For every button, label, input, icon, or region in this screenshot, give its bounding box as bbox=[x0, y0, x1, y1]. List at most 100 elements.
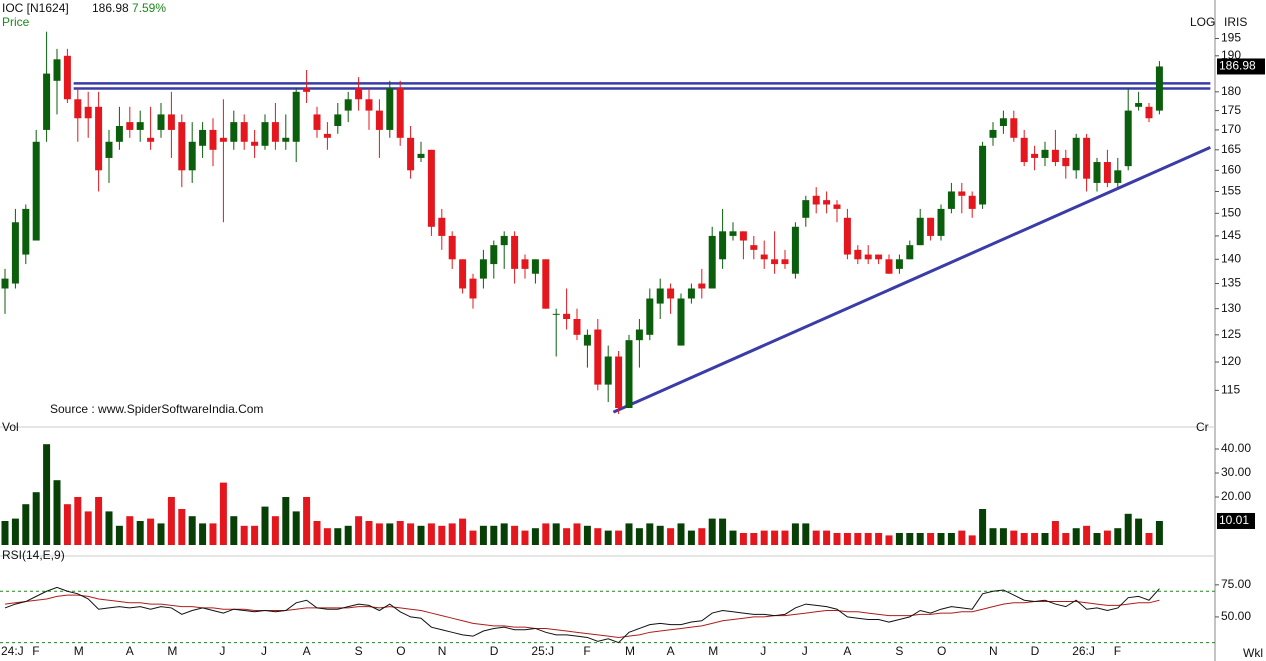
candle-body bbox=[1093, 162, 1101, 183]
candle-body bbox=[875, 254, 883, 260]
volume-bar bbox=[240, 525, 248, 545]
volume-bar bbox=[635, 528, 643, 545]
volume-bar bbox=[979, 509, 987, 545]
volume-bar bbox=[136, 521, 144, 545]
x-tick-label: J bbox=[802, 644, 808, 658]
volume-bar bbox=[646, 523, 654, 545]
volume-bar bbox=[667, 528, 675, 545]
volume-bar bbox=[427, 523, 435, 545]
candle-body bbox=[615, 356, 623, 408]
candle-body bbox=[407, 137, 415, 171]
candle-body bbox=[1145, 106, 1153, 119]
x-tick-label: N bbox=[989, 644, 998, 658]
candle-body bbox=[625, 340, 633, 408]
candle-body bbox=[958, 191, 966, 196]
candle-body bbox=[594, 329, 602, 385]
candle-body bbox=[781, 259, 789, 265]
candle-body bbox=[43, 73, 51, 130]
y-tick-label: 115 bbox=[1221, 383, 1240, 397]
volume-bar bbox=[84, 511, 92, 545]
volume-bar bbox=[355, 516, 363, 545]
volume-tick-label: 40.00 bbox=[1221, 441, 1251, 455]
volume-bar bbox=[823, 530, 831, 545]
candle-body bbox=[126, 122, 134, 130]
volume-bar bbox=[906, 533, 914, 545]
volume-bar bbox=[417, 525, 425, 545]
y-tick-label: 140 bbox=[1221, 251, 1241, 265]
candle-body bbox=[115, 126, 123, 142]
candle-body bbox=[573, 319, 581, 335]
candle-body bbox=[552, 313, 560, 315]
candle-body bbox=[1072, 137, 1080, 171]
candle-body bbox=[521, 259, 529, 269]
volume-bar bbox=[968, 535, 976, 545]
volume-bar bbox=[854, 533, 862, 545]
volume-bar bbox=[812, 530, 820, 545]
volume-bar bbox=[375, 523, 383, 545]
x-tick-label: J bbox=[261, 644, 267, 658]
volume-bar bbox=[1041, 533, 1049, 545]
y-tick-label: 190 bbox=[1221, 48, 1241, 62]
volume-bar bbox=[698, 528, 706, 545]
x-tick-label: N bbox=[438, 644, 447, 658]
candle-body bbox=[32, 141, 40, 241]
x-tick-label: D bbox=[490, 644, 499, 658]
volume-bar bbox=[542, 523, 550, 545]
volume-bar bbox=[573, 523, 581, 545]
volume-bar bbox=[875, 533, 883, 545]
candle-body bbox=[1051, 149, 1059, 163]
candle-body bbox=[760, 254, 768, 260]
candle-body bbox=[927, 217, 935, 236]
volume-bar bbox=[105, 511, 113, 545]
x-tick-label: 25:J bbox=[531, 644, 554, 658]
volume-bar bbox=[708, 518, 716, 545]
y-tick-label: 150 bbox=[1221, 205, 1241, 219]
candle-body bbox=[53, 59, 61, 81]
volume-bar bbox=[230, 516, 238, 545]
candle-body bbox=[1010, 118, 1018, 138]
volume-bar bbox=[885, 535, 893, 545]
volume-bar bbox=[1083, 525, 1091, 545]
volume-bar bbox=[334, 528, 342, 545]
volume-bar bbox=[656, 525, 664, 545]
volume-bar bbox=[261, 506, 269, 545]
y-tick-label: 195 bbox=[1221, 31, 1241, 45]
candle-body bbox=[365, 99, 373, 111]
y-tick-label: 120 bbox=[1221, 354, 1241, 368]
volume-tag bbox=[1217, 512, 1255, 529]
candle-body bbox=[1083, 137, 1091, 179]
volume-bar bbox=[521, 530, 529, 545]
candle-body bbox=[1124, 110, 1132, 167]
volume-bar bbox=[833, 533, 841, 545]
candle-body bbox=[947, 191, 955, 209]
candle-body bbox=[386, 88, 394, 130]
candle-body bbox=[479, 259, 487, 279]
volume-bar bbox=[323, 528, 331, 545]
volume-bar bbox=[1135, 518, 1143, 545]
volume-bar bbox=[719, 518, 727, 545]
candle-body bbox=[1155, 66, 1163, 111]
volume-bar bbox=[147, 518, 155, 545]
volume-bar bbox=[396, 521, 404, 545]
candle-body bbox=[719, 231, 727, 260]
volume-bar bbox=[1062, 533, 1070, 545]
volume-bar bbox=[625, 523, 633, 545]
candle-body bbox=[188, 141, 196, 171]
candle-body bbox=[812, 195, 820, 205]
rsi-line bbox=[4, 586, 1160, 644]
candle-body bbox=[271, 122, 279, 142]
y-tick-label: 160 bbox=[1221, 162, 1241, 176]
volume-bar bbox=[1093, 533, 1101, 545]
x-tick-label: J bbox=[219, 644, 225, 658]
candle-body bbox=[178, 122, 186, 171]
x-tick-label: S bbox=[355, 644, 363, 658]
candle-body bbox=[677, 298, 685, 346]
candle-body bbox=[1062, 157, 1070, 167]
volume-bar bbox=[916, 533, 924, 545]
volume-bar bbox=[895, 533, 903, 545]
volume-bar bbox=[43, 444, 51, 545]
volume-bar bbox=[781, 530, 789, 545]
candle-body bbox=[937, 208, 945, 236]
volume-bar bbox=[687, 530, 695, 545]
volume-bar bbox=[958, 530, 966, 545]
